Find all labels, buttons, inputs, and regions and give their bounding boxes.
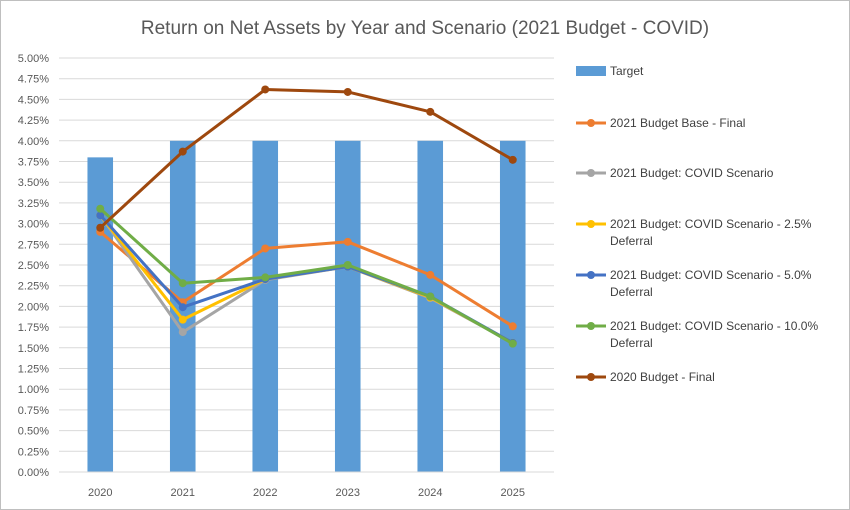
y-tick-label: 3.00% [18, 219, 49, 231]
y-tick-label: 0.75% [18, 405, 49, 417]
y-tick-label: 0.00% [18, 467, 49, 479]
legend-label: 2021 Budget: COVID Scenario - 2.5% [610, 217, 812, 231]
legend-label: 2020 Budget - Final [610, 370, 715, 384]
series-line [98, 213, 515, 345]
y-tick-label: 2.50% [18, 260, 49, 272]
series-point [261, 273, 270, 282]
series-point [178, 328, 187, 337]
y-tick-label: 1.00% [18, 384, 49, 396]
series-point [261, 85, 270, 94]
x-tick-label: 2023 [336, 487, 360, 499]
series-line [98, 213, 515, 345]
bar-target [252, 140, 279, 473]
y-tick-label: 4.25% [18, 115, 49, 127]
y-tick-label: 3.25% [18, 198, 49, 210]
line-series [96, 85, 517, 348]
x-axis: 2020 2021 2022 2023 2024 2025 [88, 487, 525, 499]
legend-marker [587, 271, 595, 279]
x-tick-label: 2021 [171, 487, 195, 499]
series-point [261, 244, 270, 253]
legend-label: Target [610, 64, 644, 78]
y-tick-label: 2.25% [18, 281, 49, 293]
y-tick-label: 4.50% [18, 94, 49, 106]
legend-marker [587, 220, 595, 228]
y-tick-label: 1.25% [18, 364, 49, 376]
legend-marker [587, 373, 595, 381]
legend-label: 2021 Budget Base - Final [610, 116, 745, 130]
series-point [508, 155, 517, 164]
legend-label: 2021 Budget: COVID Scenario [610, 166, 774, 180]
y-tick-label: 4.00% [18, 136, 49, 148]
series-point [426, 292, 435, 301]
series-point [508, 322, 517, 331]
series-line [98, 88, 515, 230]
series-point [96, 204, 105, 213]
series-point [343, 87, 352, 96]
x-tick-label: 2022 [253, 487, 277, 499]
y-tick-label: 5.00% [18, 53, 49, 65]
legend-marker [587, 322, 595, 330]
legend-marker [587, 119, 595, 127]
y-tick-label: 3.75% [18, 157, 49, 169]
x-tick-label: 2020 [88, 487, 112, 499]
series-line [98, 213, 515, 345]
series-point [96, 223, 105, 232]
bar-target [87, 157, 114, 473]
legend: Target 2021 Budget Base - Final 2021 Budge… [576, 64, 818, 384]
y-tick-label: 0.25% [18, 446, 49, 458]
series-point [508, 339, 517, 348]
y-tick-label: 1.50% [18, 343, 49, 355]
y-tick-label: 2.75% [18, 239, 49, 251]
y-tick-label: 4.75% [18, 74, 49, 86]
series-line [98, 230, 515, 328]
series-point [343, 261, 352, 269]
legend-marker [587, 169, 595, 177]
series-point [96, 211, 105, 220]
y-tick-label: 3.50% [18, 177, 49, 189]
legend-label: 2021 Budget: COVID Scenario - 10.0% [610, 319, 818, 333]
y-axis: 0.00% 0.25% 0.50% 0.75% 1.00% 1.25% 1.50% 1.75%… [18, 53, 49, 479]
y-tick-label: 0.50% [18, 426, 49, 438]
series-point [426, 270, 435, 279]
legend-swatch [576, 66, 606, 76]
legend-label: Deferral [610, 285, 653, 299]
series-point [178, 303, 187, 312]
series-point [426, 107, 435, 116]
x-tick-label: 2024 [418, 487, 442, 499]
x-tick-label: 2025 [501, 487, 525, 499]
legend-label: Deferral [610, 336, 653, 350]
series-point [178, 279, 187, 288]
legend-label: Deferral [610, 234, 653, 248]
y-tick-label: 2.00% [18, 301, 49, 313]
series-point [178, 147, 187, 156]
series-line [98, 207, 515, 346]
bar-target [417, 140, 444, 473]
y-tick-label: 1.75% [18, 322, 49, 334]
series-point [178, 315, 187, 324]
series-point [343, 237, 352, 246]
bar-target [499, 140, 526, 473]
chart-title: Return on Net Assets by Year and Scenari… [141, 18, 709, 39]
legend-label: 2021 Budget: COVID Scenario - 5.0% [610, 268, 812, 282]
bar-target [334, 140, 361, 473]
